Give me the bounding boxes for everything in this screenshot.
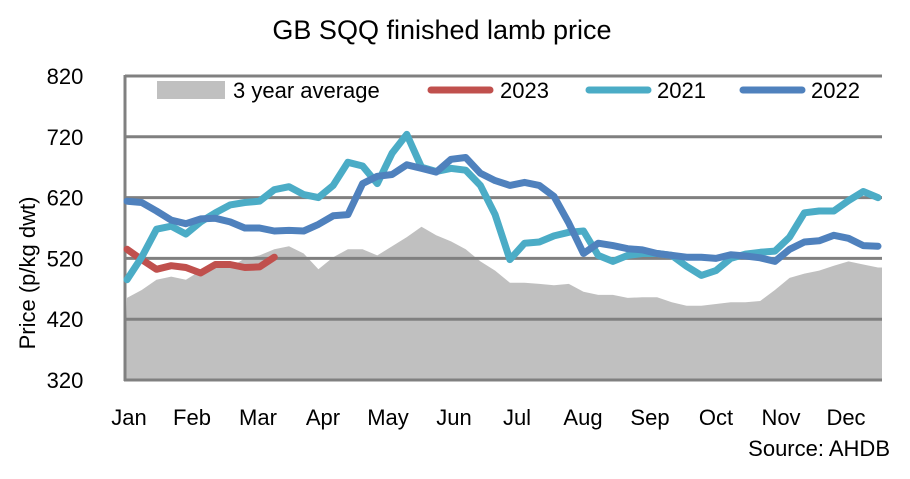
y-tick-label: 820 bbox=[47, 64, 84, 89]
legend-label: 2022 bbox=[811, 78, 860, 103]
plot-area bbox=[123, 74, 882, 382]
legend-label: 2021 bbox=[657, 78, 706, 103]
x-tick-label: Aug bbox=[563, 405, 602, 430]
legend-label: 3 year average bbox=[233, 78, 380, 103]
y-axis-label: Price (p/kg dwt) bbox=[15, 197, 40, 350]
series-line-2023 bbox=[123, 245, 278, 277]
y-tick-label: 420 bbox=[47, 307, 84, 332]
y-tick-label: 620 bbox=[47, 186, 84, 211]
legend-item-3-year-average: 3 year average bbox=[157, 78, 380, 103]
x-tick-label: Feb bbox=[173, 405, 211, 430]
x-tick-label: Jun bbox=[436, 405, 471, 430]
x-axis: Jan Feb Mar Apr May Jun Jul Aug Sep Oct Nov Dec bbox=[111, 405, 865, 430]
x-tick-label: Dec bbox=[826, 405, 865, 430]
legend-swatch bbox=[157, 81, 225, 99]
x-tick-label: Apr bbox=[306, 405, 340, 430]
x-tick-label: Jul bbox=[503, 405, 531, 430]
y-tick-label: 720 bbox=[47, 125, 84, 150]
x-tick-label: Sep bbox=[630, 405, 669, 430]
legend-item-2021: 2021 bbox=[585, 78, 706, 103]
legend-item-2023: 2023 bbox=[427, 78, 549, 103]
x-tick-label: Jan bbox=[111, 405, 146, 430]
legend: 3 year average 2023 2021 2022 bbox=[157, 78, 860, 103]
x-tick-label: May bbox=[367, 405, 409, 430]
legend-label: 2023 bbox=[500, 78, 549, 103]
y-axis: 320 420 520 620 720 820 bbox=[47, 64, 84, 393]
series-area-3-year-average bbox=[125, 226, 882, 380]
legend-item-2022: 2022 bbox=[739, 78, 860, 103]
series-line-2021 bbox=[123, 130, 882, 284]
x-tick-label: Oct bbox=[699, 405, 733, 430]
source-note: Source: AHDB bbox=[748, 436, 890, 461]
series-line-2022 bbox=[123, 154, 882, 265]
x-tick-label: Nov bbox=[761, 405, 800, 430]
y-tick-label: 520 bbox=[47, 246, 84, 271]
x-tick-label: Mar bbox=[239, 405, 277, 430]
chart-title: GB SQQ finished lamb price bbox=[272, 15, 611, 45]
y-tick-label: 320 bbox=[47, 368, 84, 393]
